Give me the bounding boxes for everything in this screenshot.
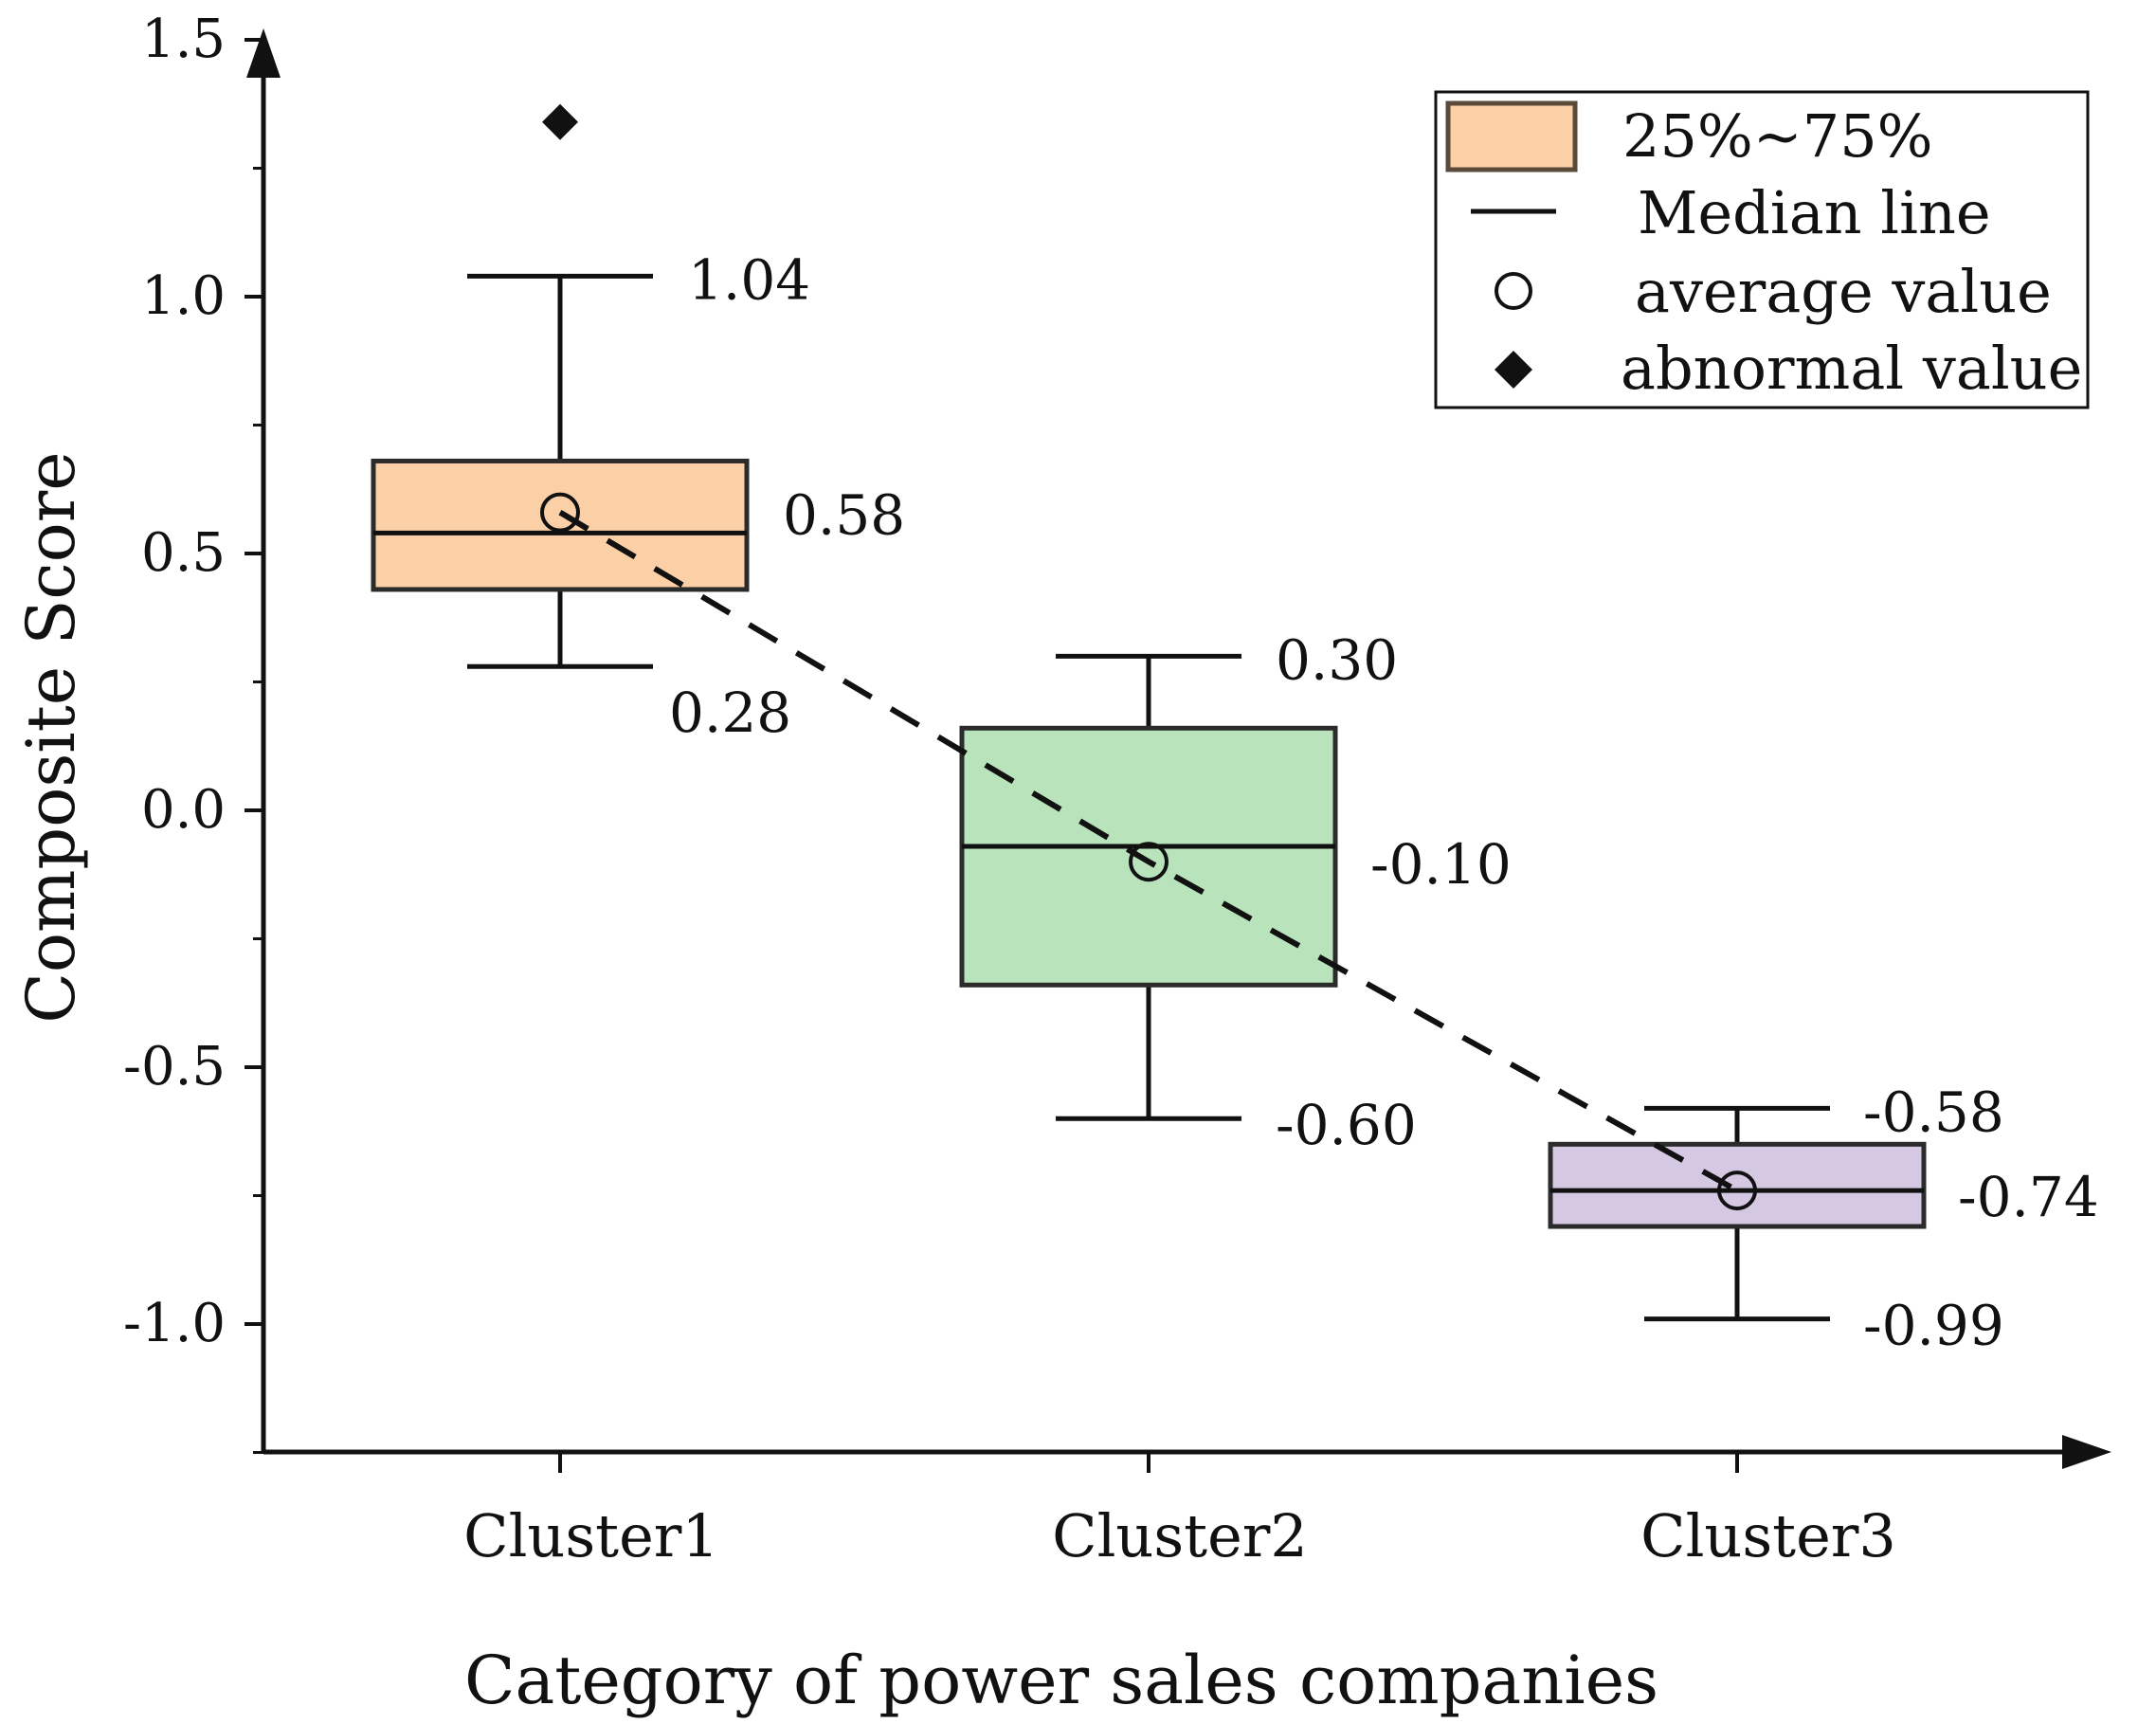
legend-box-swatch [1445, 100, 1578, 172]
y-tick-label: -0.5 [123, 1036, 226, 1098]
axes: 1.5 1.0 0.5 0.0 -0.5 -1.0 Cluster1 Cluster2 Clus… [12, 9, 2111, 1719]
x-tick-label: Cluster3 [1640, 1501, 1896, 1570]
whisker-low-label: -0.99 [1863, 1294, 2004, 1358]
whisker-high-label: 1.04 [688, 247, 810, 312]
x-tick-label: Cluster1 [463, 1501, 719, 1570]
whisker-high-label: 0.30 [1276, 627, 1398, 692]
iqr-box [1548, 1141, 1927, 1229]
mean-value-label: -0.10 [1370, 832, 1512, 897]
boxes [371, 103, 1927, 1322]
mean-value-label: 0.58 [783, 483, 905, 548]
legend-label: 25%~75% [1622, 101, 1933, 171]
legend-label: abnormal value [1621, 334, 2082, 403]
y-tick-label: 1.0 [141, 265, 226, 327]
outlier-marker [542, 103, 578, 140]
y-tick-label: -1.0 [123, 1293, 226, 1354]
y-tick-label: 0.0 [141, 779, 226, 841]
y-tick-label: 0.5 [141, 522, 226, 584]
mean-marker [540, 492, 580, 533]
legend-label: average value [1635, 257, 2052, 326]
y-axis-arrow-icon [246, 28, 281, 78]
legend-label: Median line [1638, 178, 1991, 247]
legend-outlier-swatch [1495, 351, 1532, 389]
whisker-low-label: 0.28 [669, 681, 791, 745]
mean-marker [1129, 842, 1169, 882]
mean-value-label: -0.74 [1958, 1165, 2099, 1229]
legend: 25%~75% Median line average value abnormal … [1434, 90, 2090, 409]
y-tick-label: 1.5 [141, 9, 226, 70]
mean-trend-line [558, 510, 1739, 1193]
whisker-low-label: -0.60 [1276, 1093, 1417, 1157]
iqr-box [371, 458, 750, 592]
legend-mean-swatch [1495, 272, 1532, 310]
iqr-box [959, 725, 1338, 988]
mean-marker [1717, 1171, 1757, 1211]
x-tick-label: Cluster2 [1052, 1501, 1308, 1570]
x-axis-arrow-icon [2062, 1435, 2111, 1469]
x-axis-title: Category of power sales companies [464, 1642, 1658, 1719]
y-axis-title: Composite Score [12, 451, 90, 1023]
whisker-high-label: -0.58 [1863, 1080, 2004, 1144]
value-labels: 1.04 0.58 0.28 0.30 -0.10 -0.60 -0.58 -0.74 -0.9… [669, 247, 2099, 1357]
